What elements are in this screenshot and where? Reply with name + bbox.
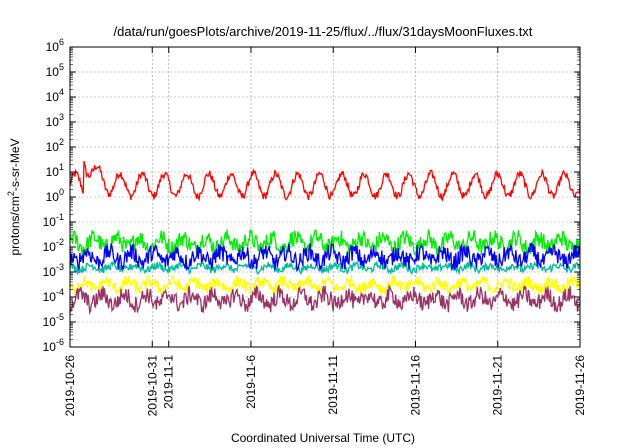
x-tick-label: 2019-11-11 bbox=[326, 355, 340, 415]
x-tick-label: 2019-11-16 bbox=[408, 355, 422, 416]
x-tick-label: 2019-10-31 bbox=[145, 355, 159, 417]
y-tick-label: 103 bbox=[46, 112, 64, 129]
x-tick-label: 2019-10-26 bbox=[63, 355, 77, 417]
series-line bbox=[69, 283, 581, 315]
y-tick-label: 101 bbox=[46, 162, 64, 179]
y-tick-label: 105 bbox=[46, 62, 64, 79]
x-tick-label: 2019-11-26 bbox=[573, 355, 587, 416]
series-line bbox=[69, 260, 581, 276]
x-axis-label: Coordinated Universal Time (UTC) bbox=[231, 431, 415, 445]
series-line bbox=[69, 242, 581, 273]
y-tick-label: 10-1 bbox=[43, 212, 64, 229]
y-tick-label: 10-3 bbox=[43, 262, 64, 279]
grid bbox=[70, 47, 580, 347]
x-axis-ticks: 2019-10-26 2019-10-31 2019-11-1 2019-11-6 20… bbox=[63, 47, 587, 416]
y-tick-label: 100 bbox=[46, 187, 64, 204]
y-axis-label: protons/cm2-s-sr-MeV bbox=[6, 138, 22, 255]
series-group bbox=[69, 160, 581, 315]
y-tick-label: 102 bbox=[46, 137, 64, 154]
y-tick-label: 10-4 bbox=[43, 287, 64, 304]
x-tick-label: 2019-11-21 bbox=[491, 355, 505, 416]
y-tick-label: 10-5 bbox=[43, 312, 64, 329]
y-tick-label: 106 bbox=[46, 37, 64, 54]
y-tick-label: 104 bbox=[46, 87, 64, 104]
y-tick-label: 10-2 bbox=[43, 237, 64, 254]
chart-title: /data/run/goesPlots/archive/2019-11-25/f… bbox=[114, 24, 533, 39]
x-tick-label: 2019-11-1 bbox=[162, 355, 176, 409]
series-line bbox=[69, 160, 581, 202]
x-tick-label: 2019-11-6 bbox=[244, 355, 258, 409]
y-tick-label: 10-6 bbox=[43, 337, 64, 354]
